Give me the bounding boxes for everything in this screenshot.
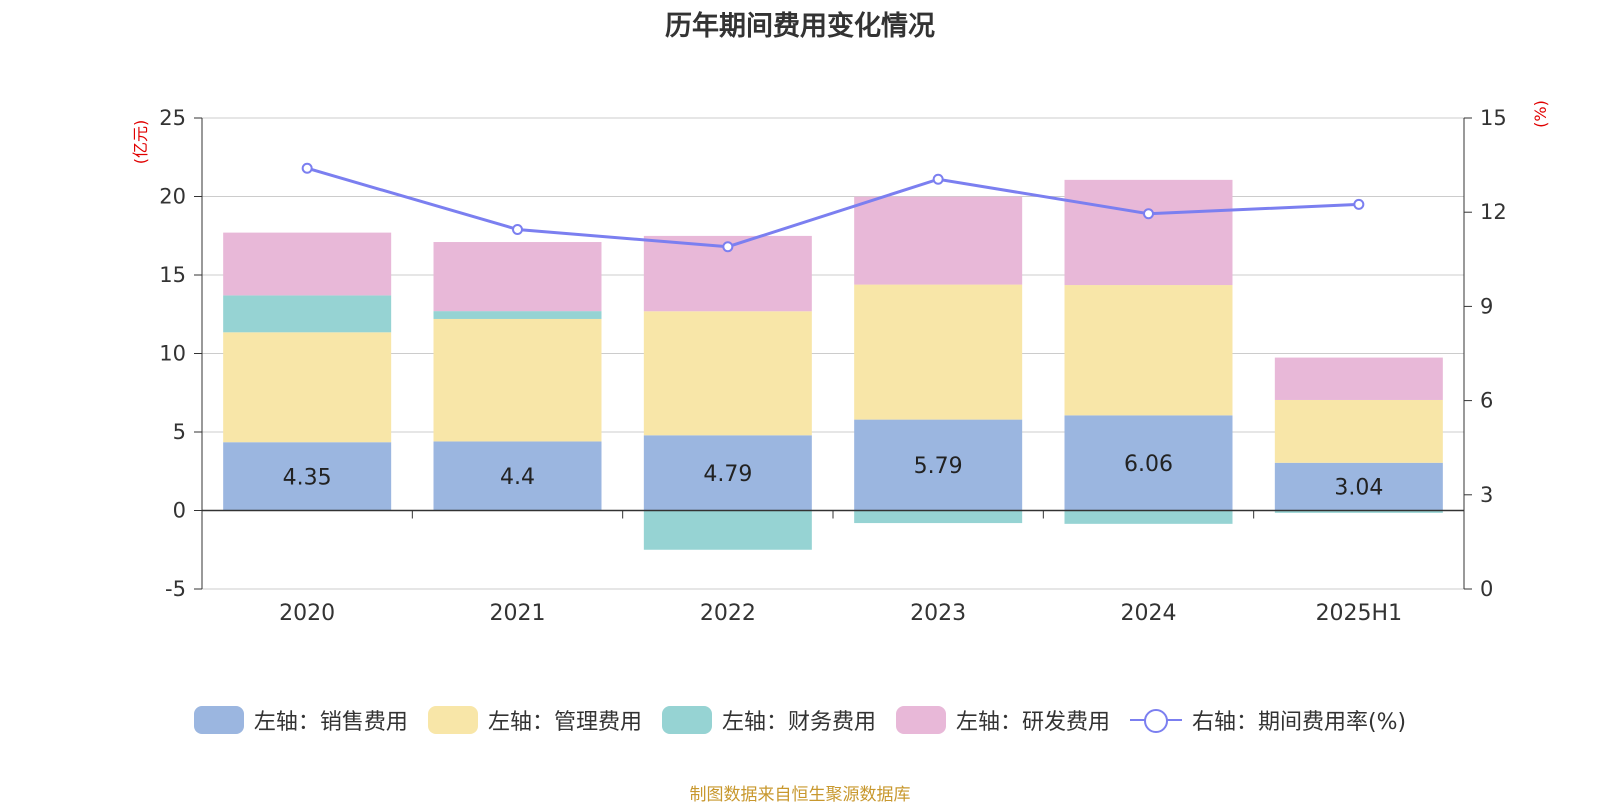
bar-segment: [854, 510, 1023, 524]
x-tick-label: 2022: [700, 601, 756, 626]
bar-segment: [223, 332, 392, 443]
rate-point: [722, 241, 734, 253]
bar-value-label: 4.4: [500, 465, 535, 490]
y-left-tick-label: 10: [159, 342, 186, 366]
bar-segment: [1274, 399, 1443, 463]
bar-segment: [1274, 510, 1443, 513]
bar-segment: [854, 284, 1023, 420]
chart-title: 历年期间费用变化情况: [665, 11, 935, 42]
y-left-axis-label: (亿元): [131, 120, 150, 165]
bar-segment: [1064, 510, 1233, 524]
x-tick-label: 2025H1: [1316, 601, 1403, 626]
bar-value-label: 6.06: [1124, 452, 1173, 477]
bar-segment: [1274, 462, 1443, 511]
legend-label-sales: 左轴：销售费用: [253, 710, 408, 735]
bar-segment: [1064, 285, 1233, 416]
data-source-note: 制图数据来自恒生聚源数据库: [689, 785, 911, 805]
bar-value-label: 5.79: [914, 454, 963, 479]
bar-segment: [1064, 179, 1233, 286]
legend-label-admin: 左轴：管理费用: [487, 710, 642, 735]
legend-item-sales[interactable]: 左轴：销售费用: [193, 704, 408, 736]
bar-segment: [223, 442, 392, 511]
y-left-tick-label: -5: [165, 577, 186, 601]
chart-plot: -5 0 5 10 15 20 25 0 3 6 9 12 15 (亿元) (%) 4.35 4.4 4.79 5.…: [131, 100, 1550, 626]
legend-item-admin[interactable]: 左轴：管理费用: [427, 704, 642, 736]
legend-label-rate: 右轴：期间费用率(%): [1191, 710, 1407, 735]
x-tick-label: 2020: [279, 601, 335, 626]
chart-legend: 左轴：销售费用 左轴：管理费用 左轴：财务费用 左轴：研发费用 右轴：期间费用率…: [0, 704, 1600, 736]
legend-swatch-admin: [427, 706, 478, 734]
y-left-tick-label: 15: [159, 263, 186, 287]
x-tick-label: 2024: [1121, 601, 1177, 626]
y-left-tick-label: 0: [173, 499, 186, 523]
y-left-tick-label: 5: [173, 420, 186, 444]
bar-segment: [854, 419, 1023, 511]
y-right-tick-label: 15: [1480, 106, 1507, 130]
rate-point: [301, 162, 313, 174]
bar-segment: [643, 510, 812, 550]
y-right-tick-label: 6: [1480, 389, 1493, 413]
legend-item-finance[interactable]: 左轴：财务费用: [661, 704, 876, 736]
y-left-tick-label: 25: [159, 106, 186, 130]
legend-label-rd: 左轴：研发费用: [955, 710, 1110, 735]
bar-segment: [433, 242, 602, 312]
legend-swatch-rate: [1129, 706, 1182, 734]
legend-swatch-finance: [661, 706, 712, 734]
y-right-tick-label: 0: [1480, 577, 1493, 601]
bar-value-label: 4.79: [703, 462, 752, 487]
legend-swatch-rd: [895, 706, 946, 734]
bar-value-label: 4.35: [283, 465, 332, 490]
rate-point: [932, 173, 944, 185]
rate-point: [1143, 208, 1154, 220]
bar-segment: [643, 435, 812, 511]
y-right-tick-label: 12: [1480, 200, 1507, 224]
bar-segment: [433, 311, 602, 319]
bar-segment: [223, 232, 392, 296]
bar-segment: [433, 441, 602, 511]
bar-segment: [643, 311, 812, 436]
rate-point: [512, 223, 523, 235]
x-tick-label: 2021: [490, 601, 546, 626]
y-right-tick-label: 9: [1480, 294, 1493, 318]
y-left-tick-label: 20: [159, 185, 186, 209]
x-tick-label: 2023: [910, 601, 966, 626]
legend-label-finance: 左轴：财务费用: [721, 710, 876, 735]
legend-swatch-sales: [193, 706, 244, 734]
bar-segment: [1064, 415, 1233, 511]
rate-line: [306, 166, 1359, 249]
rate-point: [1353, 198, 1365, 210]
bar-segment: [854, 196, 1023, 285]
bar-segment: [223, 295, 392, 333]
bar-value-label: 3.04: [1334, 476, 1383, 501]
y-right-tick-label: 3: [1480, 483, 1493, 507]
legend-item-rate[interactable]: 右轴：期间费用率(%): [1129, 704, 1407, 736]
bar-segment: [1274, 357, 1443, 400]
y-right-axis-label: (%): [1531, 100, 1550, 128]
legend-item-rd[interactable]: 左轴：研发费用: [895, 704, 1110, 736]
bar-segment: [433, 318, 602, 442]
